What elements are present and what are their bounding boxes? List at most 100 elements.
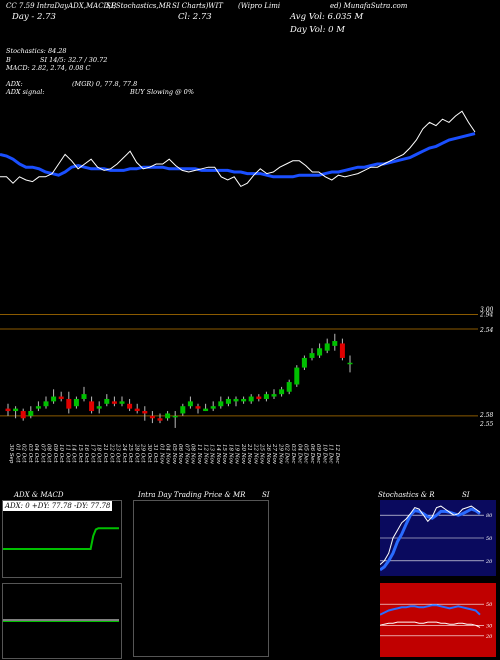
rsi-tick-label: 30 [486,623,493,629]
date-tick-label: 25 Oct [127,443,133,463]
prev-close: Cl: 2.73 [178,12,212,22]
date-tick-label: 29 Oct [140,443,146,463]
date-tick-label: 18 Nov [227,444,233,465]
candle-body [51,396,57,402]
date-tick-label: 22 Oct [108,443,114,463]
stoch-tick-label: 80 [486,513,493,519]
stoch-si: SI [462,491,470,499]
date-tick-label: 08 Oct [46,444,52,463]
price-axis-label: 2.58 [479,412,494,419]
stoch-rsi-title: Stochastics & R [378,491,435,499]
date-tick-label: 04 Dec [296,444,302,464]
candle-body [301,357,307,368]
candle-body [347,362,353,365]
stoch-k-line [380,507,481,572]
macd-panel [2,583,122,659]
mrsi-line [380,621,481,628]
candle-body [317,348,323,356]
date-tick-label: 10 Oct [58,444,64,463]
date-tick-label: 17 Oct [89,444,95,463]
candle-body [187,401,193,407]
date-tick-label: 29 Nov [277,443,283,465]
candle-body [203,408,209,412]
rsi-panel [380,583,496,657]
candle-body [20,411,26,419]
candle-body [157,418,163,421]
date-tick-label: 20 Nov [240,443,246,465]
candle-body [104,398,110,404]
candle-body [58,396,64,399]
candle-body [324,343,330,351]
candle-body [172,415,178,418]
candle-body [89,401,95,412]
date-tick-label: 12 Nov [202,444,208,465]
macd-value: MACD: 2.82, 2.74, 0.08 C [6,64,91,72]
candle-body [218,401,224,407]
date-tick-label: 15 Oct [77,444,83,463]
candle-body [180,406,186,414]
stoch-d-line [380,505,481,565]
adx-label: ADX: [6,80,23,88]
date-tick-label: 30 Sep [8,444,14,464]
candle-body [309,353,315,358]
candle-body [286,382,292,392]
candle-body [195,406,201,409]
candle-body [210,406,216,409]
candle-body [28,411,34,416]
date-tick-label: 13 Nov [209,444,215,465]
candle-body [127,403,133,409]
candle-body [165,413,171,419]
date-tick-label: 22 Nov [252,443,258,465]
header-left: CC 7.59 IntraDayADX,MACD,B [6,2,117,10]
date-tick-label: 30 Oct [146,444,152,463]
moving-average-line [0,132,476,179]
date-tick-label: 15 Nov [221,444,227,465]
header-stoch: SI,Stochastics,MR [106,2,172,10]
adx-signal-text: BUY Slowing @ 0% [130,88,194,96]
adx-signal-label: ADX signal: [6,88,45,96]
candle-body [81,394,87,399]
date-tick-label: 06 Dec [309,444,315,464]
date-tick-label: 01 Nov [158,444,164,465]
si-value: SI 14/5: 32.7 / 30.72 [40,56,108,64]
date-tick-label: 07 Nov [183,444,189,465]
candle-body [119,401,125,404]
price-axis-label: 2.55 [479,421,494,428]
candle-body [263,394,269,399]
candle-body [13,408,19,412]
intraday-panel [133,500,269,657]
price-axis-label: 2.54 [479,327,494,334]
candle-body [279,389,285,395]
candle-body [294,367,300,385]
date-tick-label: 02 Oct [21,444,27,463]
date-tick-label: 07 Oct [39,444,45,463]
candle-body [149,415,155,419]
date-tick-label: 11 Dec [328,444,334,464]
header-symbol: SI Charts)WIT [172,2,223,10]
candle-body [233,398,239,402]
price-axis-label: 2.94 [479,311,494,318]
date-tick-label: 04 Nov [165,444,171,465]
avg-volume: Avg Vol: 6.035 M [290,12,364,22]
intraday-si: SI [262,491,270,499]
date-tick-label: 06 Nov [177,444,183,465]
date-tick-label: 26 Nov [265,443,271,465]
price-line [0,110,476,188]
candle-body [111,401,117,404]
candle-body [5,408,11,412]
adx-panel [2,500,122,578]
adx-macd-title: ADX & MACD [14,491,64,499]
candle-body [73,398,79,407]
candle-body [256,396,262,399]
date-tick-label: 24 Oct [121,443,127,463]
date-tick-label: 11 Nov [196,444,202,465]
date-tick-label: 11 Oct [64,444,70,463]
line-chart [0,110,476,188]
date-tick-label: 09 Dec [315,444,321,464]
stoch-tick-label: 50 [486,536,493,542]
adx-value-box: ADX: 0 +DY: 77.78 -DY: 77.78 [3,501,113,511]
date-tick-label: 23 Oct [115,443,121,463]
candle-body [225,398,231,404]
date-tick-label: 25 Nov [259,443,265,465]
